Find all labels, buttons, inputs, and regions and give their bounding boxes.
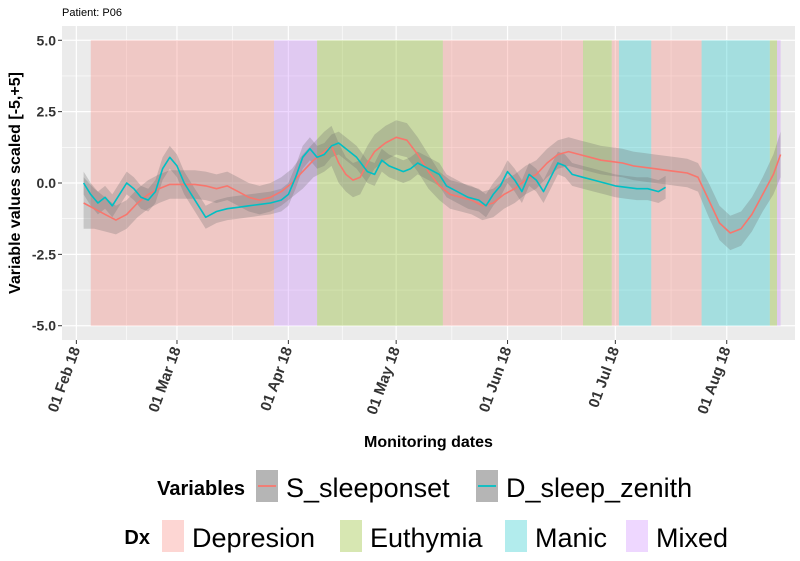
series-line-s-sleeponset [83, 136, 782, 234]
ribbon-d-sleep-zenith [83, 131, 666, 229]
y-tick-label: -2.5 [32, 246, 56, 262]
legend-dx-title: Dx [124, 527, 150, 549]
grid-layer [62, 26, 795, 340]
y-tick-label: 5.0 [37, 32, 57, 48]
legend-key-manic [505, 520, 527, 552]
dx-period-depresion [90, 40, 274, 326]
dx-period-depresion [611, 40, 619, 326]
x-tick-label: 01 Mar 18 [145, 345, 184, 415]
dx-period-euthymia [769, 40, 778, 326]
legend-label-mixed: Mixed [656, 523, 728, 553]
legend-variables-title: Variables [157, 478, 245, 500]
dx-layer [90, 40, 781, 326]
dx-period-euthymia [317, 40, 443, 326]
x-tick-label: 01 Jul 18 [585, 345, 623, 410]
y-tick-label: -5.0 [32, 318, 56, 334]
dx-period-mixed [273, 40, 318, 326]
legend: Variables S_sleeponset D_sleep_zenith Dx Dep… [124, 470, 728, 553]
ribbon-layer [83, 120, 781, 251]
dx-period-mixed [777, 40, 781, 326]
y-tick-label: 2.5 [37, 104, 57, 120]
legend-label-euthymia: Euthymia [370, 523, 484, 553]
ribbon-s-sleeponset [83, 120, 781, 251]
legend-label-depresion: Depresion [192, 523, 315, 553]
y-tick-label: 0.0 [37, 175, 57, 191]
series-line-d-sleep-zenith [82, 142, 667, 219]
y-axis-label: Variable values scaled [-5,+5] [7, 72, 24, 294]
chart-title: Patient: P06 [62, 7, 122, 19]
x-tick-label: 01 Apr 18 [257, 345, 296, 414]
x-tick-label: 01 Feb 18 [45, 345, 84, 415]
legend-key-euthymia [340, 520, 362, 552]
legend-key-depresion [162, 520, 184, 552]
legend-label-manic: Manic [535, 523, 607, 553]
x-tick-label: 01 Jun 18 [476, 345, 515, 415]
x-tick-label: 01 May 18 [364, 345, 404, 417]
dx-period-depresion [442, 40, 584, 326]
dx-period-manic [701, 40, 770, 326]
dx-period-manic [618, 40, 652, 326]
dx-period-depresion [651, 40, 702, 326]
legend-key-mixed [626, 520, 648, 552]
x-tick-label: 01 Aug 18 [694, 345, 734, 417]
legend-label-s-sleeponset: S_sleeponset [286, 473, 450, 503]
x-axis-label: Monitoring dates [364, 434, 493, 451]
line-layer [82, 136, 782, 234]
legend-label-d-sleep-zenith: D_sleep_zenith [506, 473, 692, 503]
